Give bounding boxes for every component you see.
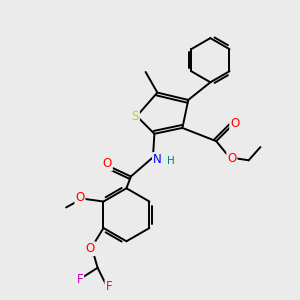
Text: O: O — [75, 191, 85, 204]
Text: H: H — [167, 156, 175, 166]
Text: O: O — [230, 117, 239, 130]
Text: O: O — [227, 152, 236, 165]
Text: O: O — [103, 157, 112, 170]
Text: O: O — [85, 242, 95, 255]
Text: F: F — [76, 273, 83, 286]
Text: S: S — [132, 110, 139, 123]
Text: N: N — [153, 153, 162, 166]
Text: F: F — [106, 280, 112, 293]
